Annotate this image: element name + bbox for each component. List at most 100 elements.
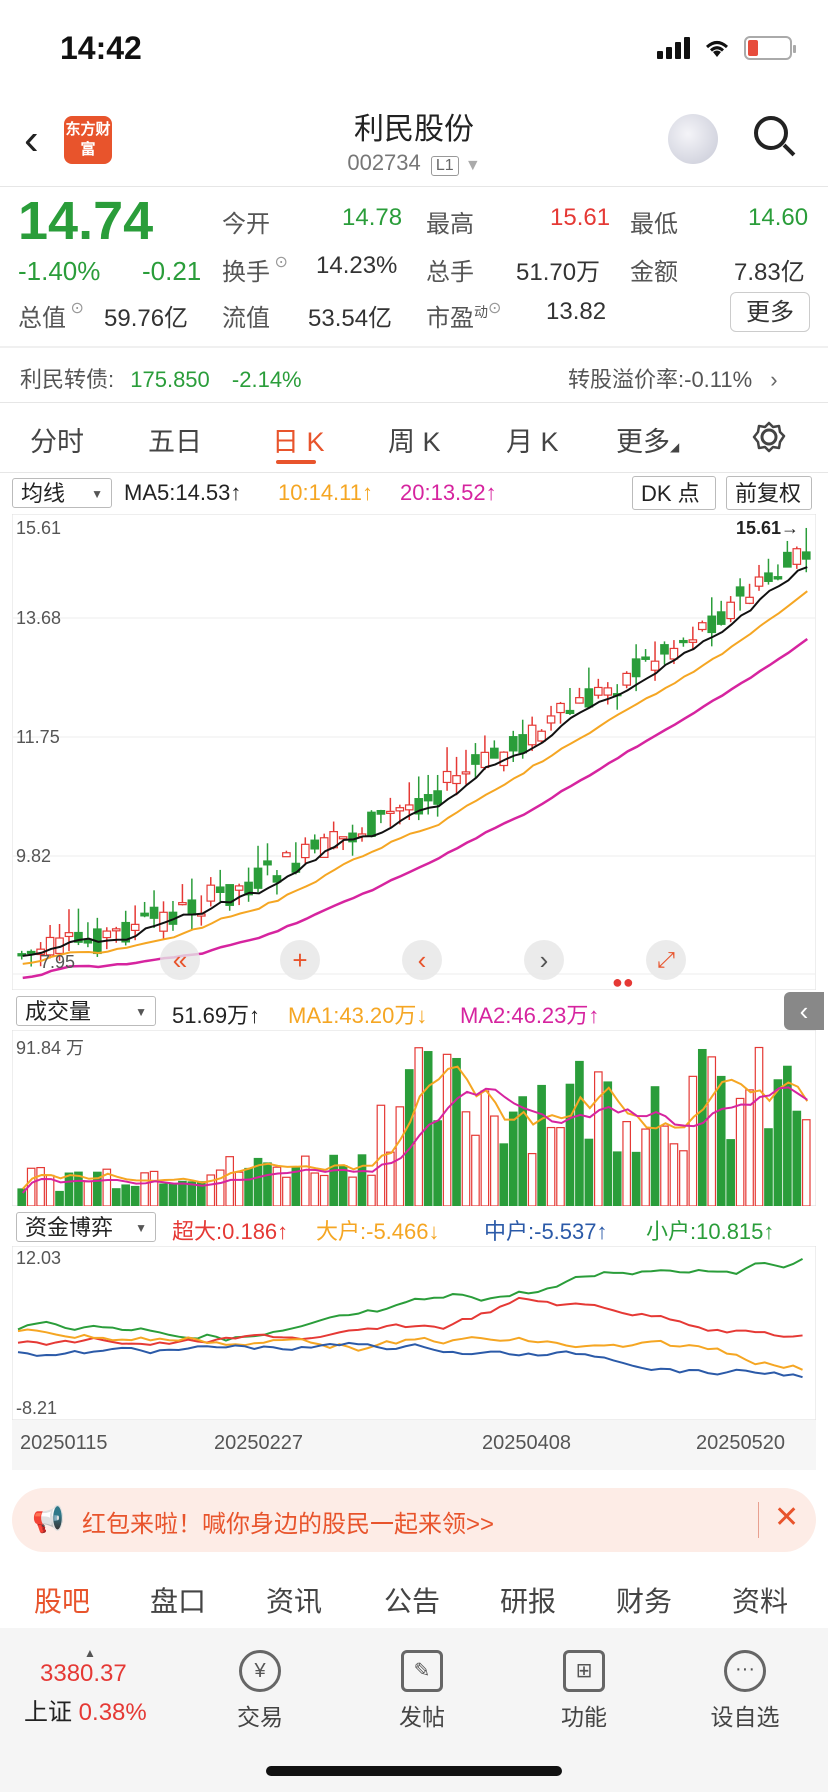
more-quote-button[interactable]: 更多	[730, 292, 810, 332]
volume-bar	[338, 1165, 348, 1206]
scroll-right-icon[interactable]: ›	[524, 940, 564, 980]
candle-body	[452, 775, 461, 785]
adjust-button[interactable]: 前复权	[726, 476, 812, 510]
candle-body	[773, 576, 783, 580]
functions-button[interactable]: ⊞ 功能	[544, 1650, 624, 1732]
tab-intraday[interactable]: 分时	[30, 427, 84, 457]
tab-pankou[interactable]: 盘口	[150, 1586, 207, 1617]
home-indicator	[266, 1766, 562, 1776]
volume-bar	[442, 1053, 452, 1206]
candle-body	[64, 932, 74, 938]
candle-body	[726, 601, 735, 620]
collapse-panel-icon[interactable]: ‹	[784, 992, 824, 1030]
volume-bar	[234, 1171, 244, 1206]
candle-body	[593, 686, 603, 696]
settings-gear-icon[interactable]	[752, 420, 786, 454]
candle-body	[688, 639, 698, 643]
candle-body	[215, 886, 225, 894]
volume-bar	[206, 1174, 216, 1206]
amount-value: 7.83亿	[734, 259, 805, 286]
volume-bar	[452, 1057, 461, 1206]
volume-ma2: MA2:46.23万↑	[460, 1003, 600, 1028]
zoom-in-icon[interactable]: +	[280, 940, 320, 980]
tab-announcements[interactable]: 公告	[384, 1586, 441, 1617]
candle-body	[584, 688, 594, 708]
info-icon[interactable]: ⊙	[270, 254, 288, 271]
candle-body	[697, 622, 707, 631]
fullscreen-icon[interactable]: ⤢	[646, 940, 686, 980]
tab-more[interactable]: 更多◢	[616, 427, 680, 457]
period-tabs: 分时 五日 日 K 周 K 月 K 更多◢	[0, 402, 828, 472]
candle-body	[140, 912, 149, 917]
float-value: 53.54亿	[308, 305, 393, 332]
info-icon[interactable]: ⊙	[66, 300, 84, 317]
tab-monthly-k[interactable]: 月 K	[506, 427, 559, 457]
candle-body	[338, 836, 348, 840]
volume-bar	[357, 1154, 367, 1206]
red-packet-banner[interactable]: 📢 红包来啦！喊你身边的股民一起来领>> ✕	[12, 1488, 816, 1552]
volume-value: 51.70万	[516, 259, 601, 286]
banner-text[interactable]: 红包来啦！喊你身边的股民一起来领>>	[82, 1511, 495, 1538]
zoom-out-left-icon[interactable]: «	[160, 940, 200, 980]
close-icon[interactable]: ✕	[774, 1501, 800, 1534]
candle-body	[263, 860, 272, 866]
candle-body	[622, 672, 632, 686]
volume-bar	[641, 1128, 650, 1206]
funds-select[interactable]: 资金博弈 ▼	[16, 1212, 156, 1242]
tab-news[interactable]: 资讯	[266, 1586, 323, 1617]
funds-min-label: -8.21	[16, 1398, 58, 1418]
ma-select[interactable]: 均线 ▼	[12, 478, 112, 508]
info-icon[interactable]: ⊙	[488, 300, 502, 317]
candle-body	[546, 715, 556, 724]
bond-premium[interactable]: 转股溢价率:-0.11% ›	[568, 367, 778, 392]
tab-daily-k[interactable]: 日 K	[272, 427, 325, 457]
candle-body	[565, 709, 575, 715]
kline-chart[interactable]	[12, 514, 816, 990]
volume-bar	[404, 1069, 414, 1206]
post-button[interactable]: ✎ 发帖	[382, 1650, 462, 1732]
tab-five-day[interactable]: 五日	[148, 427, 202, 457]
tab-finance[interactable]: 财务	[616, 1586, 673, 1617]
volume-bar	[527, 1152, 537, 1206]
tab-research[interactable]: 研报	[500, 1586, 557, 1617]
index-widget[interactable]: ▲ 3380.37 上证 0.38%	[24, 1646, 184, 1727]
x-axis: 20250115 20250227 20250408 20250520	[12, 1420, 816, 1470]
tab-weekly-k[interactable]: 周 K	[388, 427, 441, 457]
volume-bar	[792, 1110, 802, 1206]
tab-profile[interactable]: 资料	[732, 1586, 789, 1617]
volume-select[interactable]: 成交量 ▼	[16, 996, 156, 1026]
banner-divider	[758, 1502, 759, 1538]
volume-bar	[130, 1185, 140, 1206]
candle-body	[45, 936, 55, 956]
open-label: 今开	[222, 211, 270, 238]
bond-row[interactable]: 利民转债: 175.850 -2.14%	[20, 362, 302, 394]
robot-assistant-icon[interactable]	[668, 114, 718, 164]
candle-body	[537, 730, 546, 742]
stock-code-row[interactable]: 002734 L1 ▼	[0, 150, 828, 176]
candle-body	[225, 884, 235, 906]
candle-body	[310, 839, 320, 850]
mktcap-label: 总值 ⊙	[18, 300, 84, 332]
candle-body	[253, 867, 263, 889]
volume-bar	[64, 1172, 74, 1206]
volume-bar	[414, 1047, 424, 1206]
index-name: 上证	[24, 1699, 72, 1726]
candle-body	[603, 687, 613, 696]
scroll-left-icon[interactable]: ‹	[402, 940, 442, 980]
tab-guba[interactable]: 股吧	[34, 1586, 91, 1617]
dk-point-button[interactable]: DK 点◢	[632, 476, 716, 538]
small-trader-line	[17, 1257, 804, 1342]
app-logo[interactable]: 东方财富	[64, 116, 112, 164]
trade-yen-icon: ¥	[239, 1650, 281, 1692]
candle-body	[367, 811, 376, 837]
trade-button[interactable]: ¥ 交易	[220, 1650, 300, 1732]
search-icon[interactable]	[754, 116, 788, 150]
info-tabs: 股吧 盘口 资讯 公告 研报 财务 资料	[0, 1566, 828, 1628]
high-marker: 15.61→	[736, 518, 800, 538]
candle-body	[178, 902, 187, 906]
candle-body	[801, 551, 811, 560]
candle-body	[423, 794, 433, 802]
candle-body	[764, 572, 773, 582]
back-icon[interactable]: ‹	[24, 115, 39, 164]
add-watchlist-button[interactable]: ··· 设自选	[700, 1650, 790, 1732]
